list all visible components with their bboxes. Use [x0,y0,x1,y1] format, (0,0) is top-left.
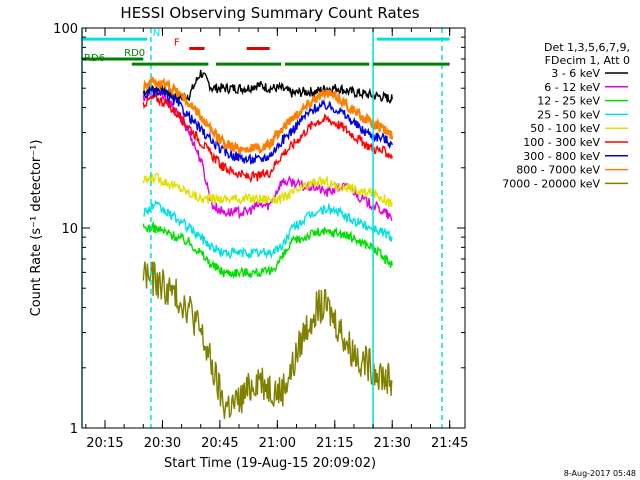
legend: Det 1,3,5,6,7,9,FDecim 1, Att 03 - 6 keV… [502,41,630,190]
x-tick-label-3: 20:45 [201,436,238,451]
legend-label-4: 25 - 50 keV [537,108,600,121]
legend-header-2: FDecim 1, Att 0 [545,54,630,67]
y-tick-label-1: 1 [70,422,78,437]
x-tick-label-5: 21:15 [316,436,353,451]
legend-label-3: 12 - 25 keV [537,95,600,108]
series-line-3 [142,220,393,280]
annotation-layer: N RD0 RD6 F [81,28,450,428]
legend-label-6: 100 - 300 keV [523,136,600,149]
axes: 20:15 20:30 20:45 21:00 21:15 21:30 21:45 1 10 10… [53,22,468,451]
legend-header-1: Det 1,3,5,6,7,9, [544,41,630,54]
x-tick-label-4: 21:00 [259,436,296,451]
footer-timestamp: 8-Aug-2017 05:48 [564,469,636,478]
legend-label-9: 7000 - 20000 keV [502,177,600,190]
series-line-6 [142,90,393,184]
x-tick-label-6: 21:30 [373,436,410,451]
series-line-9 [142,261,393,419]
flag-label-rd6: RD6 [84,53,105,64]
series-line-7 [142,86,393,165]
flag-label-f: F [174,37,180,48]
x-tick-label-2: 20:30 [144,436,181,451]
chart-title: HESSI Observing Summary Count Rates [120,4,419,22]
legend-label-2: 6 - 12 keV [544,81,600,94]
series-line-2 [142,88,393,222]
y-tick-label-3: 100 [53,22,78,37]
legend-label-7: 300 - 800 keV [523,150,600,163]
flag-label-rd0: RD0 [124,48,145,59]
legend-label-1: 3 - 6 keV [551,67,600,80]
x-tick-label-1: 20:15 [86,436,123,451]
legend-label-8: 800 - 7000 keV [516,164,600,177]
plot-area [142,69,394,419]
y-tick-label-2: 10 [61,222,78,237]
x-tick-label-7: 21:45 [431,436,468,451]
series-line-5 [142,172,393,208]
legend-label-5: 50 - 100 keV [530,122,600,135]
y-axis-label: Count Rate (s⁻¹ detector⁻¹) [29,140,44,317]
flag-label-n: N [153,28,160,39]
series-line-4 [143,199,393,260]
x-axis-label: Start Time (19-Aug-15 20:09:02) [164,456,376,471]
series-line-8 [142,75,394,155]
